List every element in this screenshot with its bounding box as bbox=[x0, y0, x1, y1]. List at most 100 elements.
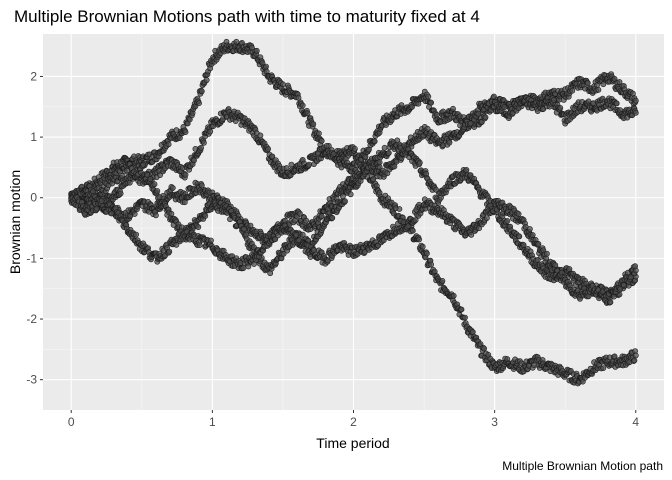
y-tick-label: -2 bbox=[26, 312, 37, 326]
path-5-point bbox=[607, 299, 614, 306]
path-5-point bbox=[535, 240, 542, 247]
path-1-point bbox=[233, 38, 240, 45]
path-2-point bbox=[425, 93, 432, 100]
path-3-point bbox=[446, 139, 453, 146]
path-5-point bbox=[240, 265, 247, 271]
path-1-point bbox=[428, 261, 434, 268]
path-1-point bbox=[196, 100, 202, 107]
path-2-point bbox=[330, 151, 337, 157]
path-5-point bbox=[196, 242, 203, 248]
y-tick-label: -1 bbox=[26, 251, 37, 265]
path-1-point bbox=[165, 141, 172, 148]
x-tick-label: 0 bbox=[68, 415, 75, 429]
x-tick-label: 1 bbox=[209, 415, 216, 429]
path-4-point bbox=[329, 214, 336, 221]
path-4-point bbox=[241, 226, 247, 232]
path-1-point bbox=[439, 277, 446, 284]
y-tick-label: -3 bbox=[26, 373, 37, 387]
path-4-point bbox=[566, 266, 573, 272]
path-1-point bbox=[263, 63, 269, 70]
path-5-point bbox=[529, 232, 536, 238]
path-2-point bbox=[124, 167, 130, 174]
path-4-point bbox=[140, 161, 147, 168]
path-2-point bbox=[288, 161, 295, 168]
path-2-point bbox=[207, 128, 214, 135]
path-1-point bbox=[295, 94, 302, 101]
data-points bbox=[68, 38, 639, 387]
chart-title: Multiple Brownian Motions path with time… bbox=[14, 7, 480, 26]
path-5-point bbox=[93, 205, 100, 212]
path-1-point bbox=[631, 357, 638, 364]
path-1-point bbox=[419, 243, 426, 250]
path-1-point bbox=[462, 314, 468, 321]
path-2-point bbox=[450, 105, 456, 112]
path-1-point bbox=[481, 345, 487, 352]
path-4-point bbox=[154, 188, 161, 194]
path-1-point bbox=[423, 250, 430, 257]
path-2-point bbox=[198, 144, 204, 151]
path-2-point bbox=[157, 172, 163, 178]
path-1-point bbox=[279, 81, 286, 88]
path-1-point bbox=[315, 130, 322, 137]
y-axis-title: Brownian motion bbox=[7, 170, 23, 274]
y-axis-ticks: -3 -2 -1 0 1 2 bbox=[26, 69, 43, 387]
y-tick-label: 0 bbox=[30, 191, 37, 205]
x-axis-ticks: 0 1 2 3 4 bbox=[68, 410, 639, 429]
path-1-point bbox=[469, 329, 476, 335]
path-4-point bbox=[151, 181, 158, 188]
path-4-point bbox=[202, 212, 209, 219]
path-3-point bbox=[613, 100, 620, 107]
path-4-point bbox=[156, 194, 163, 200]
path-2-point bbox=[200, 139, 207, 146]
path-5-point bbox=[311, 247, 317, 253]
path-1-point bbox=[450, 292, 457, 299]
path-2-point bbox=[371, 138, 378, 145]
path-4-point bbox=[347, 191, 354, 198]
path-4-point bbox=[376, 159, 383, 166]
path-1-point bbox=[299, 102, 306, 109]
path-1-point bbox=[632, 352, 639, 359]
path-5-point bbox=[293, 231, 300, 238]
path-5-point bbox=[515, 211, 522, 217]
path-3-point bbox=[131, 211, 138, 217]
path-5-point bbox=[133, 231, 139, 238]
path-4-point bbox=[463, 166, 470, 173]
path-5-point bbox=[166, 248, 173, 255]
path-4-point bbox=[168, 210, 175, 217]
path-3-point bbox=[152, 212, 159, 219]
path-2-point bbox=[569, 87, 576, 94]
path-4-point bbox=[416, 159, 423, 166]
path-2-point bbox=[269, 153, 276, 160]
x-tick-label: 3 bbox=[491, 415, 498, 429]
path-1-point bbox=[318, 137, 325, 144]
path-1-point bbox=[351, 145, 358, 152]
path-2-point bbox=[306, 161, 312, 168]
path-4-point bbox=[195, 224, 202, 230]
path-2-point bbox=[182, 171, 189, 178]
path-1-point bbox=[310, 121, 317, 127]
path-3-point bbox=[475, 110, 482, 117]
path-4-point bbox=[520, 242, 527, 248]
path-3-point bbox=[557, 105, 564, 111]
path-5-point bbox=[552, 262, 559, 269]
path-1-point bbox=[198, 88, 205, 95]
path-2-point bbox=[257, 132, 264, 139]
path-4-point bbox=[342, 198, 348, 205]
path-5-point bbox=[245, 263, 252, 270]
x-tick-label: 4 bbox=[632, 415, 639, 429]
path-4-point bbox=[147, 176, 154, 182]
path-5-point bbox=[208, 237, 214, 244]
path-1-point bbox=[182, 129, 189, 135]
path-3-point bbox=[169, 185, 176, 191]
path-3-point bbox=[551, 97, 557, 103]
path-2-point bbox=[482, 114, 489, 121]
path-2-point bbox=[428, 99, 434, 106]
path-4-point bbox=[381, 144, 388, 151]
chart-caption: Multiple Brownian Motion path bbox=[502, 459, 663, 473]
path-2-point bbox=[584, 80, 591, 86]
path-4-point bbox=[385, 149, 392, 156]
path-1-point bbox=[203, 77, 210, 83]
path-5-point bbox=[620, 282, 627, 288]
path-1-point bbox=[416, 236, 422, 243]
